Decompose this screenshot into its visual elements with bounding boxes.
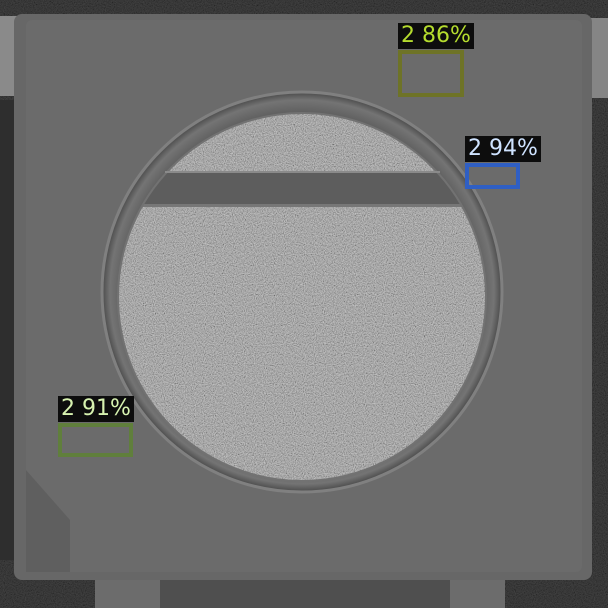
detection-label: 2 86% bbox=[398, 23, 474, 49]
detection-box bbox=[398, 50, 464, 97]
phosphor-area bbox=[118, 113, 486, 481]
package-corner-bevel bbox=[26, 470, 70, 572]
lead-left-lower bbox=[0, 100, 16, 560]
bond-bar bbox=[118, 172, 486, 204]
lead-bottom-inner bbox=[160, 580, 450, 608]
detection-box bbox=[465, 163, 520, 189]
lens-ring-edge bbox=[100, 90, 504, 494]
detection-box bbox=[58, 423, 133, 457]
detection-label: 2 91% bbox=[58, 396, 134, 422]
lens-inner-edge bbox=[117, 112, 487, 482]
detection-label: 2 94% bbox=[465, 136, 541, 162]
